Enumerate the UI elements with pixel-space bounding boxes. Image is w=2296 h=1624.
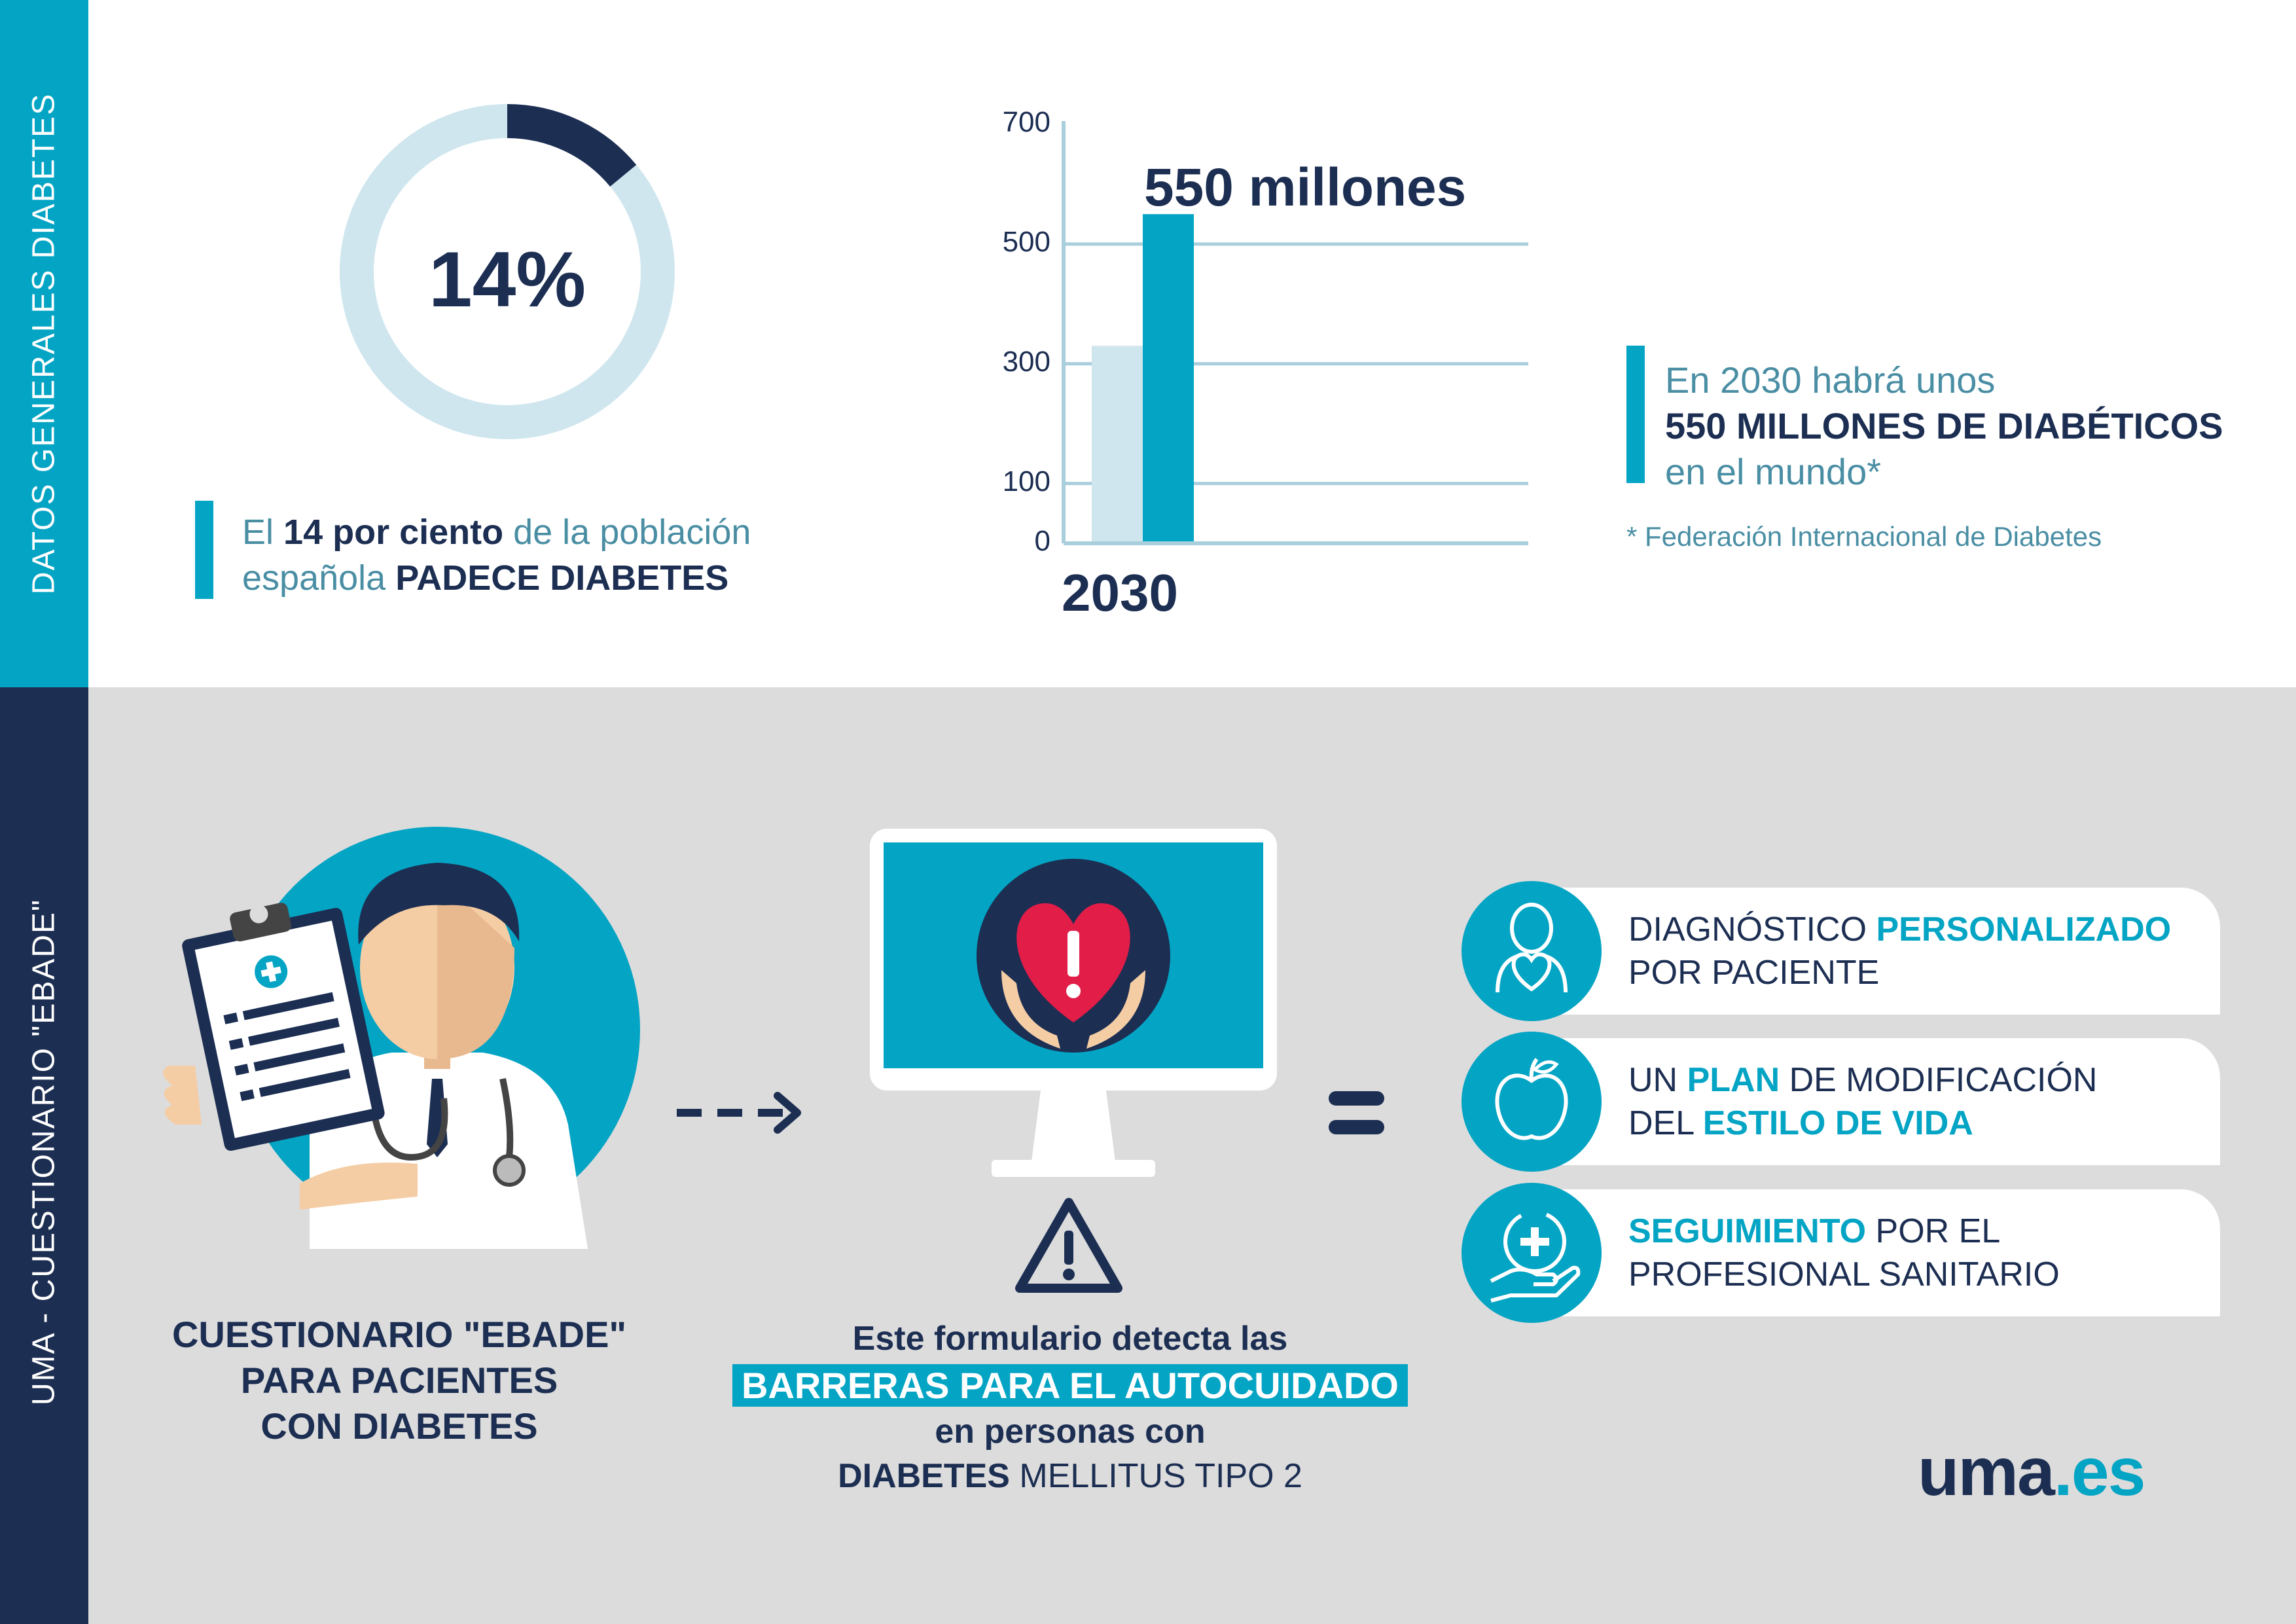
- percent-label: 14%: [428, 236, 586, 323]
- result-text: UN: [1628, 1061, 1687, 1099]
- apple-icon: [1495, 1058, 1568, 1140]
- clipboard-icon: [182, 903, 385, 1151]
- result-icon-circle: [1462, 881, 1602, 1021]
- equals-icon: [1329, 1091, 1384, 1134]
- detect-line4-rest: MELLITUS TIPO 2: [1009, 1457, 1302, 1495]
- stat-caption-line2: española PADECE DIABETES: [242, 558, 728, 598]
- questionnaire-line1: CUESTIONARIO "EBADE": [171, 1314, 627, 1355]
- heart-hands-icon: [977, 859, 1170, 1053]
- sidebar-bottom-label: UMA - CUESTIONARIO "EBADE": [26, 898, 62, 1406]
- stat-caption-text: española: [242, 558, 396, 598]
- detect-highlight: BARRERAS PARA EL AUTOCUIDADO: [732, 1364, 1408, 1407]
- uma-logo: uma.es: [1918, 1434, 2146, 1511]
- stat-caption-text: de la población: [503, 513, 751, 552]
- dashed-arrow-icon: [677, 1092, 801, 1134]
- projection-line2: 550 MILLONES DE DIABÉTICOS: [1665, 405, 2223, 446]
- result-text: PROFESIONAL SANITARIO: [1628, 1255, 2060, 1293]
- chart-y-tick-label: 100: [1002, 465, 1050, 497]
- medical-care-icon: [1490, 1210, 1581, 1303]
- percent-donut: [340, 104, 675, 439]
- stat-caption-line1: El 14 por ciento de la población: [242, 512, 751, 552]
- sidebar-top: [0, 0, 88, 687]
- person-heart-icon: [1496, 903, 1568, 993]
- percent-donut-arc: [507, 104, 637, 187]
- detect-line4: DIABETES MELLITUS TIPO 2: [700, 1456, 1440, 1496]
- projection-accent-bar: [1626, 346, 1645, 483]
- stat-caption-bold: 14 por ciento: [283, 513, 504, 552]
- chart-y-tick-label: 500: [1002, 225, 1050, 258]
- result-text: POR PACIENTE: [1628, 954, 1880, 992]
- result-row-diagnosis: [1505, 888, 2220, 1015]
- result-row-plan: [1505, 1038, 2220, 1165]
- projection-line3: en el mundo*: [1665, 451, 1882, 492]
- result-text: POR EL: [1866, 1212, 2001, 1250]
- chart-y-tick-label: 700: [1002, 106, 1050, 138]
- result-highlight: SEGUIMIENTO: [1628, 1212, 1867, 1250]
- result-text-followup: SEGUIMIENTO POR EL PROFESIONAL SANITARIO: [1628, 1210, 2060, 1296]
- result-highlight: PERSONALIZADO: [1876, 911, 2172, 948]
- stat-caption-bold: PADECE DIABETES: [395, 558, 729, 598]
- chart-y-tick-label: 300: [1002, 345, 1050, 378]
- result-highlight: ESTILO DE VIDA: [1702, 1104, 1973, 1142]
- chart-category-label: 2030: [1062, 564, 1178, 622]
- doctor-illustration: [163, 827, 640, 1249]
- logo-part2: .es: [2053, 1434, 2146, 1510]
- result-row-followup: [1505, 1189, 2220, 1316]
- detect-highlight-row: BARRERAS PARA EL AUTOCUIDADO: [700, 1364, 1440, 1407]
- result-text-diagnosis: DIAGNÓSTICO PERSONALIZADO POR PACIENTE: [1628, 908, 2171, 994]
- result-icon-circle: [1462, 1183, 1602, 1323]
- monitor-icon: [870, 829, 1277, 1177]
- stat-caption-text: El: [242, 513, 284, 552]
- questionnaire-line3: CON DIABETES: [260, 1405, 538, 1447]
- warning-icon: [1015, 1198, 1122, 1293]
- chart-y-tick-label: 0: [1034, 525, 1050, 557]
- logo-part1: uma: [1918, 1434, 2055, 1510]
- stat-accent-bar: [195, 501, 213, 599]
- result-highlight: PLAN: [1687, 1061, 1780, 1099]
- projection-line1: En 2030 habrá unos: [1665, 359, 1996, 401]
- questionnaire-line2: PARA PACIENTES: [240, 1360, 558, 1401]
- result-text: DIAGNÓSTICO: [1628, 911, 1876, 948]
- result-icon-circle: [1462, 1032, 1602, 1172]
- sidebar-bottom: [0, 687, 88, 1624]
- chart-bar-series-2: [1143, 214, 1194, 543]
- result-text-plan: UN PLAN DE MODIFICACIÓN DEL ESTILO DE VI…: [1628, 1058, 2097, 1145]
- sidebar-top-label: DATOS GENERALES DIABETES: [26, 92, 62, 595]
- detect-line3: en personas con: [935, 1413, 1206, 1451]
- detect-line1: Este formulario detecta las: [852, 1320, 1288, 1358]
- result-text: DE MODIFICACIÓN: [1780, 1061, 2098, 1099]
- detect-line4-bold: DIABETES: [838, 1457, 1010, 1495]
- chart-annotation: 550 millones: [1144, 158, 1467, 217]
- projection-footnote: * Federación Internacional de Diabetes: [1626, 521, 2102, 552]
- chart-bar-series-1: [1092, 346, 1143, 543]
- result-text: DEL: [1628, 1104, 1703, 1142]
